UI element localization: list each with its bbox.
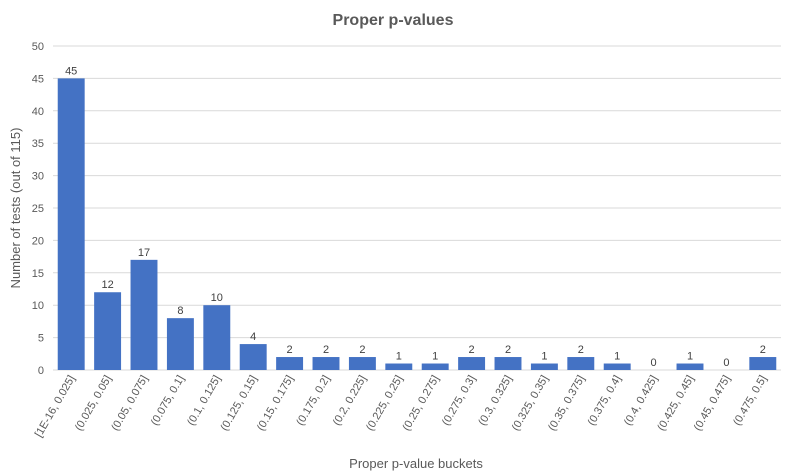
x-tick-label: (0.2, 0.225]	[331, 374, 369, 428]
data-label: 1	[396, 351, 402, 363]
x-tick-label: (0.4, 0.425]	[622, 374, 660, 428]
data-label: 12	[101, 279, 113, 291]
data-label: 1	[541, 351, 547, 363]
y-tick-label: 40	[32, 106, 44, 118]
x-axis-tick-labels: [1E-16, 0.025](0.025, 0.05](0.05, 0.075]…	[33, 373, 770, 439]
x-axis-label: Proper p-value buckets	[349, 456, 483, 471]
x-tick-label: (0.05, 0.075]	[109, 374, 150, 434]
bar	[567, 357, 595, 370]
x-tick-label: (0.225, 0.25]	[364, 374, 405, 434]
data-label: 1	[614, 351, 620, 363]
data-label: 1	[687, 351, 693, 363]
x-tick-label: (0.45, 0.475]	[692, 374, 733, 434]
data-label: 17	[138, 247, 150, 259]
data-label: 2	[323, 344, 329, 356]
data-label: 2	[505, 344, 511, 356]
y-tick-label: 35	[32, 138, 44, 150]
bar	[130, 259, 158, 370]
data-label: 10	[211, 292, 223, 304]
bar	[676, 363, 704, 370]
x-tick-label: (0.1, 0.125]	[185, 374, 223, 428]
y-tick-label: 10	[32, 300, 44, 312]
bar	[530, 363, 558, 370]
x-tick-label: (0.375, 0.4]	[586, 374, 624, 428]
x-tick-label: (0.475, 0.5]	[731, 374, 769, 428]
data-label: 8	[177, 305, 183, 317]
bar	[458, 357, 486, 370]
x-tick-label: (0.25, 0.275]	[401, 374, 442, 434]
x-tick-label: (0.425, 0.45]	[655, 374, 696, 434]
bar	[312, 357, 340, 370]
x-tick-label: (0.3, 0.325]	[476, 374, 514, 428]
data-label: 2	[578, 344, 584, 356]
x-tick-label: (0.35, 0.375]	[546, 374, 587, 434]
x-tick-label: [1E-16, 0.025]	[33, 374, 78, 440]
data-label: 2	[359, 344, 365, 356]
y-tick-label: 50	[32, 41, 44, 53]
y-tick-label: 25	[32, 203, 44, 215]
x-tick-label: (0.175, 0.2]	[294, 374, 332, 428]
x-tick-label: (0.025, 0.05]	[73, 374, 114, 434]
bar	[494, 357, 522, 370]
bar	[57, 78, 85, 371]
bar	[421, 363, 449, 370]
x-tick-label: (0.325, 0.35]	[510, 374, 551, 434]
y-axis-label: Number of tests (out of 115)	[8, 128, 23, 289]
chart-title: Proper p-values	[333, 12, 454, 29]
data-label: 0	[651, 357, 657, 369]
y-tick-label: 30	[32, 171, 44, 183]
y-tick-label: 45	[32, 73, 44, 85]
data-label: 0	[723, 357, 729, 369]
y-tick-label: 15	[32, 268, 44, 280]
data-label: 45	[65, 65, 77, 77]
y-tick-label: 20	[32, 235, 44, 247]
data-label: 2	[469, 344, 475, 356]
bars	[57, 78, 777, 371]
bar	[348, 357, 376, 370]
data-label: 1	[432, 351, 438, 363]
y-tick-label: 0	[38, 365, 44, 377]
data-label: 2	[760, 344, 766, 356]
x-tick-label: (0.275, 0.3]	[440, 373, 478, 427]
bar	[749, 357, 777, 370]
bar	[276, 357, 304, 370]
y-tick-label: 5	[38, 333, 44, 345]
data-label: 4	[250, 331, 256, 343]
bar	[603, 363, 631, 370]
y-axis-tick-labels: 0 5 10 15 20 25 30 35 40 45 50	[32, 41, 44, 377]
bar	[94, 292, 122, 370]
x-tick-label: (0.125, 0.15]	[219, 374, 260, 434]
bar	[166, 318, 194, 370]
bar	[385, 363, 413, 370]
bar	[239, 344, 267, 370]
bar	[203, 305, 231, 370]
x-tick-label: (0.15, 0.175]	[255, 374, 296, 434]
x-tick-label: (0.075, 0.1]	[149, 374, 187, 428]
data-label: 2	[287, 344, 293, 356]
gridlines	[53, 45, 781, 371]
